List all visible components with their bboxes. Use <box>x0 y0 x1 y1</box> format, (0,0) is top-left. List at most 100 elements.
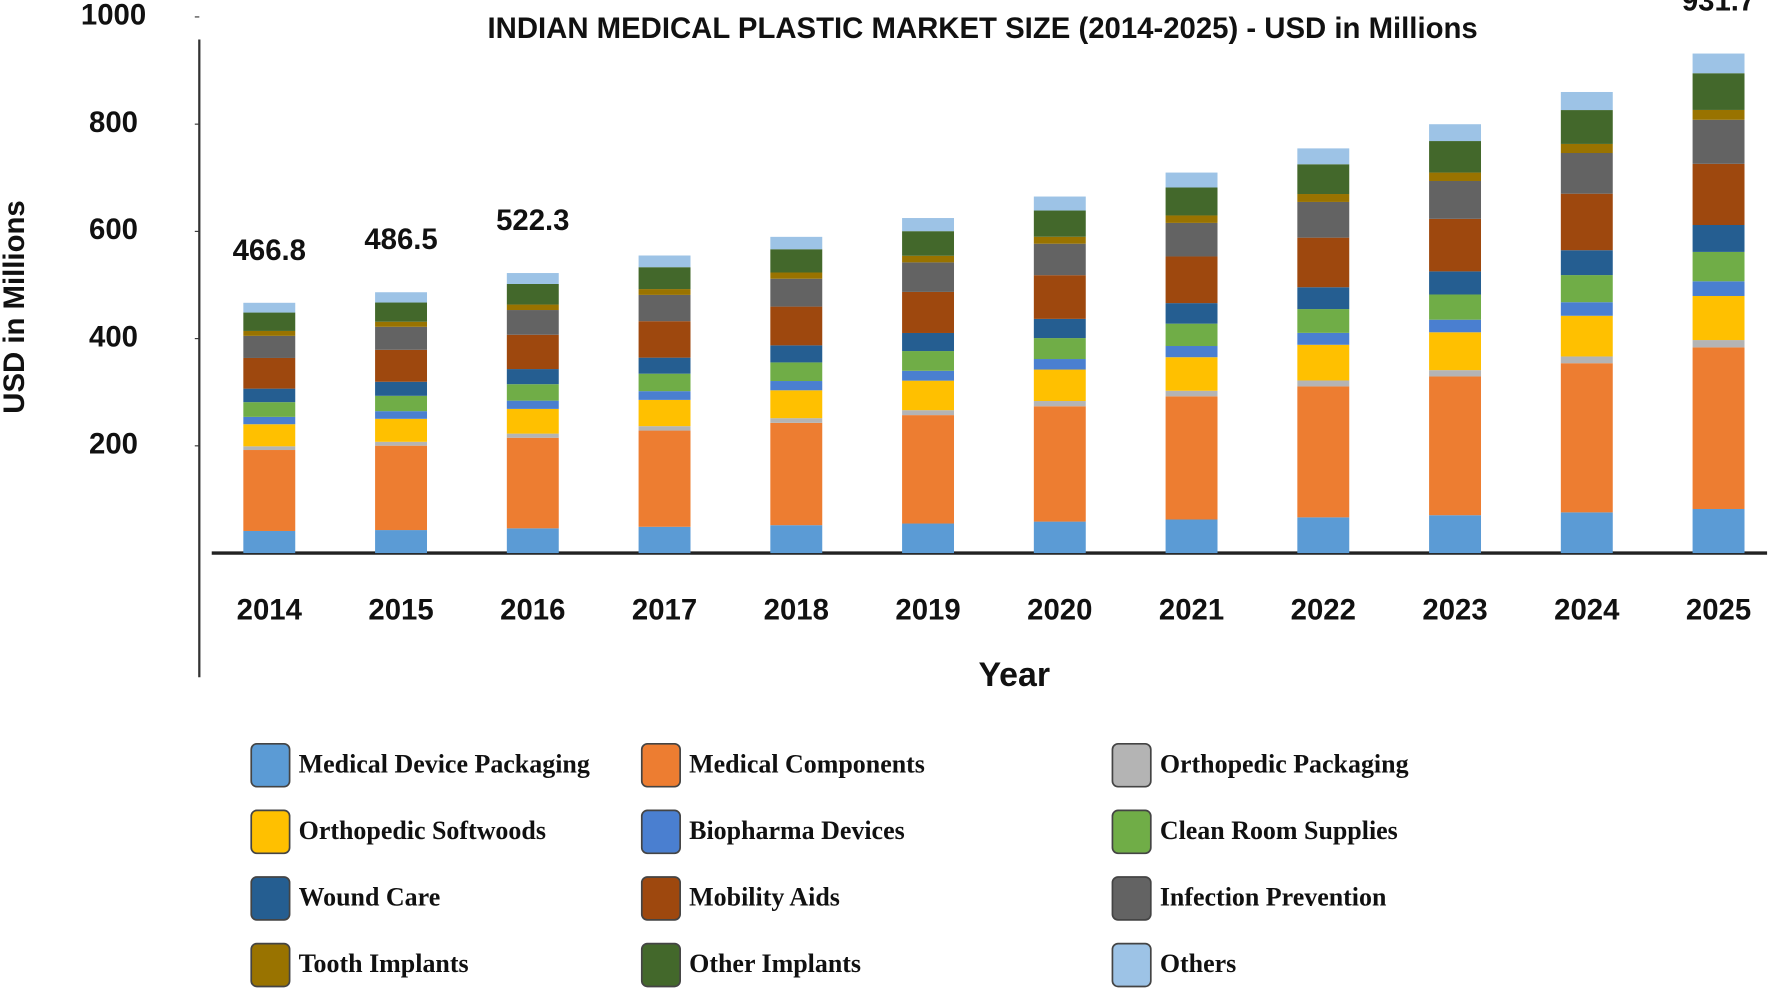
bar-segment <box>638 430 691 527</box>
legend-swatch <box>250 809 291 855</box>
bar-segment <box>1560 110 1613 144</box>
bar-segment <box>1165 215 1218 223</box>
bar-segment <box>638 267 691 290</box>
legend-swatch <box>1111 876 1152 921</box>
bar-segment <box>1560 153 1613 194</box>
legend-swatch <box>1111 809 1152 855</box>
bar-segment <box>770 525 823 554</box>
legend-swatch <box>250 742 291 788</box>
bar-segment <box>902 332 955 352</box>
bar-segment <box>638 321 691 358</box>
legend-swatch <box>250 942 291 988</box>
bar-segment <box>375 418 428 442</box>
bar-segment <box>1033 243 1086 276</box>
legend-label: Medical Device Packaging <box>299 749 590 778</box>
legend-swatch <box>1111 942 1152 988</box>
bar-segment <box>770 249 823 273</box>
x-tick-label: 2020 <box>1027 594 1092 627</box>
bar-segment <box>1429 172 1482 181</box>
bar-segment <box>638 526 691 554</box>
bar-segment <box>902 231 955 256</box>
bar-segment <box>1165 390 1218 397</box>
bar-segment <box>1692 508 1745 554</box>
legend-swatch <box>250 876 291 921</box>
bar-segment <box>1692 225 1745 252</box>
bar-segment <box>1297 344 1350 381</box>
bar-segment <box>1165 323 1218 347</box>
bar-segment <box>770 418 823 423</box>
bar-segment <box>1033 369 1086 402</box>
bar-segment <box>1429 124 1482 142</box>
bar-segment <box>1165 346 1218 358</box>
bar-segment <box>506 283 559 305</box>
bar-segment <box>243 335 296 358</box>
bar-segment <box>638 399 691 427</box>
bar-segment <box>1692 73 1745 110</box>
bar-segment <box>902 380 955 411</box>
bar-segment <box>1560 512 1613 554</box>
bar-segment <box>375 302 428 322</box>
legend-label: Other Implants <box>689 949 861 978</box>
legend-swatch <box>1111 742 1152 788</box>
legend-label: Infection Prevention <box>1160 883 1387 912</box>
bar-segment <box>770 422 823 526</box>
bar-segment <box>243 446 296 451</box>
bar-segment <box>1297 309 1350 333</box>
bar-segment <box>902 262 955 292</box>
bar-segment <box>1692 295 1745 341</box>
bar-segment <box>506 384 559 401</box>
legend-label: Clean Room Supplies <box>1160 816 1398 845</box>
bar-segment <box>1297 386 1350 518</box>
bar-segment <box>1692 251 1745 282</box>
bar-segment <box>506 408 559 434</box>
bar-segment <box>638 255 691 268</box>
bar-segment <box>1297 332 1350 345</box>
bar-segment <box>902 351 955 371</box>
bar-segment <box>770 381 823 391</box>
bar-segment <box>902 370 955 381</box>
bar-segment <box>638 373 691 392</box>
bar-segment <box>1033 275 1086 319</box>
bar-segment <box>1429 370 1482 377</box>
bar-segment <box>506 433 559 438</box>
bar-segment <box>1560 91 1613 111</box>
bar-segment <box>1165 187 1218 216</box>
bar-segment <box>1165 519 1218 554</box>
bar-segment <box>1429 271 1482 295</box>
x-tick-label: 2015 <box>368 594 433 627</box>
bar-segment <box>1692 281 1745 296</box>
y-axis-title: USD in Millions <box>0 200 31 413</box>
x-tick-label: 2016 <box>500 594 565 627</box>
bar-segment <box>1429 180 1482 219</box>
bar-segment <box>1692 53 1745 74</box>
bar-segment <box>1165 172 1218 188</box>
bar-segment <box>902 255 955 263</box>
legend-swatch <box>640 809 681 855</box>
bar-segment <box>243 402 296 417</box>
bar-segment <box>770 278 823 307</box>
bar-segment <box>638 357 691 374</box>
bar-segment <box>506 273 559 284</box>
bar-segment <box>375 326 428 350</box>
bar-segment <box>1560 250 1613 276</box>
bar-segment <box>638 294 691 322</box>
bar-segment <box>243 330 296 336</box>
bar-segment <box>902 415 955 524</box>
bar-segment <box>243 302 296 313</box>
bar-segment <box>770 272 823 279</box>
bar-segment <box>1033 359 1086 370</box>
bar-segment <box>770 306 823 346</box>
legend-swatch <box>640 742 681 788</box>
bar-segment <box>375 411 428 419</box>
bar-segment <box>1429 218 1482 272</box>
bar-segment <box>1033 196 1086 211</box>
bar-segment <box>243 530 296 554</box>
bar-segment <box>1429 515 1482 554</box>
legend-label: Tooth Implants <box>299 949 469 978</box>
legend-label: Mobility Aids <box>689 883 840 912</box>
bar-segment <box>770 390 823 419</box>
bar-segment <box>243 357 296 389</box>
bar-segment <box>638 289 691 295</box>
x-tick-label: 2018 <box>764 594 829 627</box>
bar-segment <box>770 362 823 382</box>
